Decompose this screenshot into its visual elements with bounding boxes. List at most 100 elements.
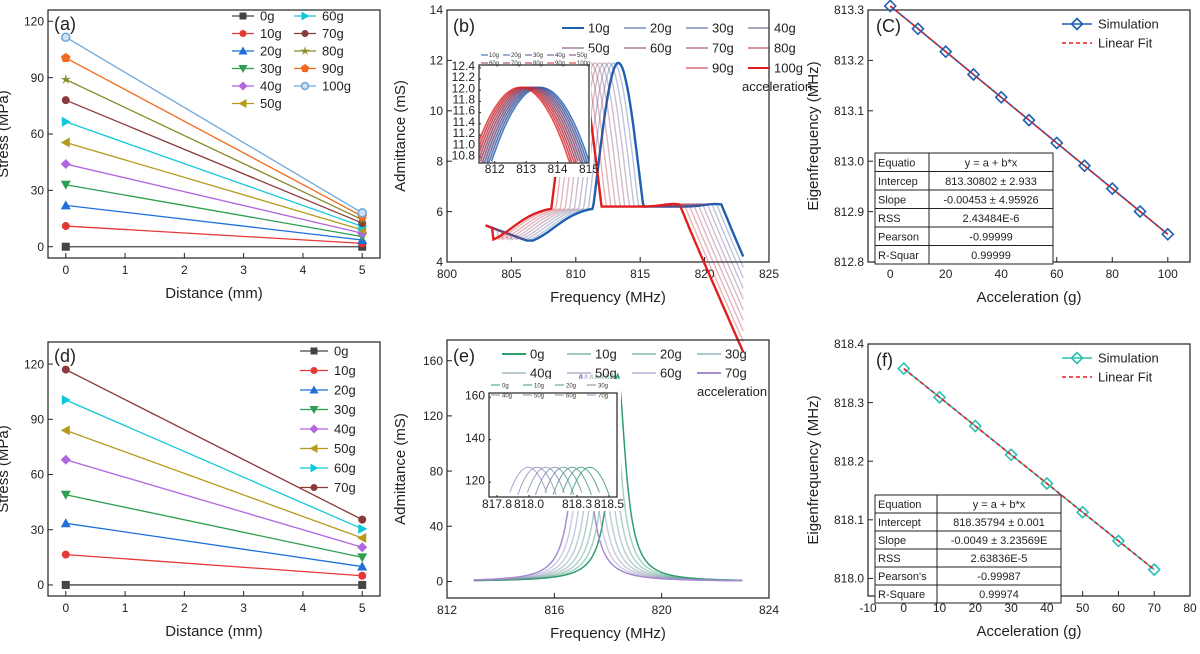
e-inset-axes-frame — [488, 392, 618, 498]
a-legend-label: 50g — [260, 96, 282, 111]
c-fit-table-key: R-Squar — [878, 250, 919, 262]
b-legend-label: 70g — [712, 41, 734, 56]
e-ytick-label: 0 — [436, 575, 443, 589]
e-legend-label: 70g — [725, 366, 747, 381]
b-inset-axes-frame — [478, 64, 590, 164]
d-legend-label: 0g — [334, 344, 348, 359]
a-series-line-10g — [65, 225, 363, 244]
b-legend-label: 30g — [712, 21, 734, 36]
d-ylabel: Stress (MPa) — [0, 425, 12, 513]
d-legend-marker — [310, 463, 319, 473]
b-inset-ytick-label: 11.8 — [453, 93, 476, 107]
c-fit-table-value: -0.00453 ± 4.95926 — [943, 194, 1038, 206]
c-legend-label: Linear Fit — [1098, 36, 1153, 51]
c-simulation-point — [1161, 227, 1175, 241]
c-simulation-point — [1133, 204, 1147, 219]
a-xtick-label: 0 — [62, 263, 69, 277]
b-inset-legend-label: 100g — [577, 61, 590, 67]
b-legend-label: 10g — [588, 21, 610, 36]
f-simulation-point — [897, 361, 911, 376]
d-data-point — [60, 490, 71, 500]
b-inset-legend-label: 60g — [489, 61, 499, 67]
b-inset-xtick-label: 812 — [485, 162, 505, 176]
f-xtick-label: 60 — [1112, 601, 1126, 615]
a-legend-marker — [300, 64, 310, 73]
f-xtick-label: 70 — [1148, 601, 1162, 615]
d-data-point — [357, 553, 368, 563]
a-ytick-label: 60 — [31, 127, 45, 141]
f-simulation-point — [1111, 534, 1126, 548]
b-ytick-label: 10 — [430, 104, 444, 118]
d-xtick-label: 0 — [62, 601, 69, 615]
f-ytick-label: 818.2 — [834, 454, 864, 468]
c-simulation-point — [1077, 159, 1092, 173]
e-inset-ytick-label: 120 — [465, 474, 485, 488]
b-inset-ytick-label: 11.4 — [453, 115, 476, 129]
f-xtick-label: 20 — [969, 601, 983, 615]
e-inset-legend-label: 20g — [566, 384, 576, 390]
d-ytick-label: 0 — [37, 578, 44, 592]
c-xtick-label: 60 — [1050, 267, 1064, 281]
d-legend-label: 10g — [334, 363, 356, 378]
a-data-point — [60, 32, 71, 43]
f-fit-table-value: 818.35794 ± 0.001 — [953, 517, 1045, 529]
d-data-point — [61, 550, 70, 559]
d-series-line-40g — [65, 459, 363, 548]
f-legend-label: Simulation — [1098, 351, 1159, 366]
b-inset-ytick-label: 12.0 — [452, 81, 476, 95]
e-xtick-label: 816 — [544, 603, 564, 617]
d-legend-label: 50g — [334, 441, 356, 456]
c-ytick-label: 813.1 — [834, 104, 864, 118]
d-series-line-30g — [65, 494, 363, 558]
c-panel: 0 20 40 60 80 100 812.8 812.9 813.0 813.1 813.2 813… — [805, 0, 1191, 306]
f-simulation-point — [1147, 562, 1161, 577]
a-data-point — [61, 96, 70, 105]
c-simulation-point — [911, 22, 925, 36]
a-ylabel: Stress (MPa) — [0, 90, 12, 178]
e-inset-xtick-label: 818.5 — [594, 497, 624, 511]
d-ytick-label: 120 — [24, 357, 44, 371]
e-inset-curve-20g — [552, 466, 592, 495]
a-data-point — [61, 242, 70, 251]
a-legend-label: 70g — [322, 26, 344, 41]
d-legend-marker — [310, 347, 318, 355]
d-data-point — [61, 580, 70, 589]
e-legend-label: 40g — [530, 366, 552, 381]
d-ytick-label: 60 — [31, 468, 45, 482]
d-panel-label: (d) — [54, 346, 76, 366]
c-legend-label: Simulation — [1098, 17, 1159, 32]
b-curve-10g — [485, 61, 745, 258]
f-fit-table-key: RSS — [878, 553, 901, 565]
d-data-point — [357, 533, 367, 544]
a-legend-marker — [238, 46, 248, 55]
b-xtick-label: 800 — [437, 267, 457, 281]
f-simulation-point — [968, 419, 982, 433]
c-fit-table-value: -0.99999 — [969, 231, 1012, 243]
d-legend-label: 30g — [334, 402, 356, 417]
f-panel: -10 0 10 20 30 40 50 60 70 80 818.0 818.1 818.2 818.3… — [805, 337, 1197, 640]
b-curve-50g — [485, 62, 744, 300]
d-data-point — [358, 515, 367, 524]
b-legend-label: 20g — [650, 21, 672, 36]
a-legend-label: 10g — [260, 26, 282, 41]
e-xlabel: Frequency (MHz) — [550, 625, 666, 642]
b-legend-label: 100g — [774, 61, 803, 76]
c-xtick-label: 100 — [1158, 267, 1178, 281]
d-xtick-label: 5 — [359, 601, 366, 615]
a-legend-marker — [301, 11, 310, 21]
c-fit-table-key: Pearson — [878, 231, 919, 243]
b-inset-xtick-label: 813 — [516, 162, 536, 176]
f-simulation-point — [1004, 448, 1018, 462]
f-xtick-label: 50 — [1076, 601, 1090, 615]
c-ytick-label: 813.3 — [834, 3, 864, 17]
e-inset-legend-label: 30g — [598, 384, 608, 390]
e-curve-20g — [473, 372, 743, 582]
e-panel: 812 816 820 824 0 40 80 120 160 Frequency (MHz) Ad… — [392, 339, 779, 642]
a-legend-marker — [239, 12, 247, 20]
c-ylabel: Eigenfrequency (MHz) — [805, 61, 822, 210]
a-series-line-40g — [65, 163, 363, 234]
f-fit-table-key: Slope — [878, 535, 906, 547]
a-data-point — [60, 180, 71, 190]
d-legend-label: 70g — [334, 480, 356, 495]
